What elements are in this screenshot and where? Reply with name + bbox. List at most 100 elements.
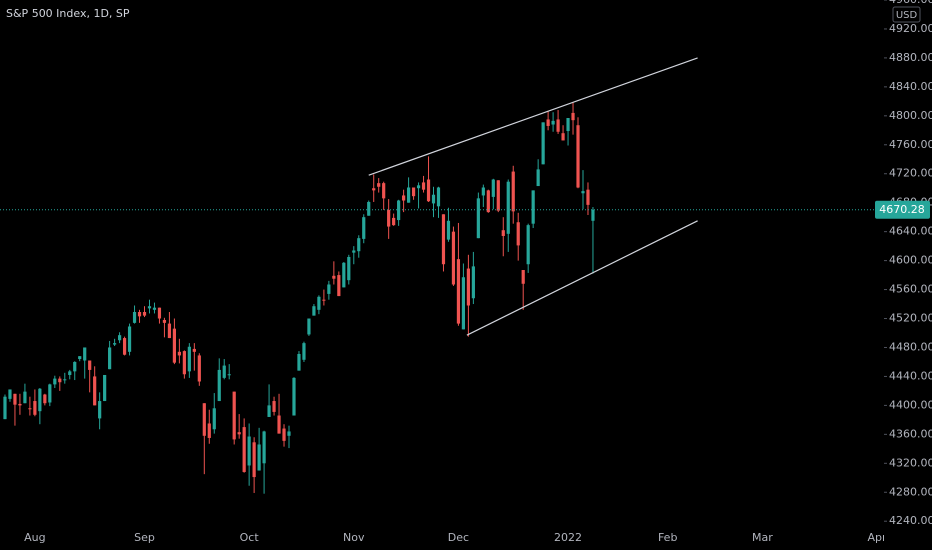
x-tick-label: Mar [752,531,773,544]
x-tick-label: Apr [867,531,887,544]
candle-body [8,389,12,399]
candle-body [292,377,296,416]
candle-body [262,431,266,464]
candle-body [93,376,97,406]
candle-body [556,119,560,132]
candle-body [272,401,276,412]
y-tick-label: 4600.00 [889,254,932,267]
candle-body [566,117,570,132]
y-tick-label: 4640.00 [889,225,932,238]
price-axis: 4240.00 4280.00 4320.00 4360.00 4400.00 4440.… [875,0,932,527]
y-tick-label: 4320.00 [889,456,932,469]
candle-body [332,275,336,279]
candle-body [506,181,510,234]
candle-body [3,396,7,420]
candle-body [277,415,281,434]
candle-body [372,188,376,191]
candle-body [137,312,142,317]
trend-line [466,220,698,336]
candle-body [591,209,595,221]
candle-body [501,230,505,236]
candle-body [127,326,132,352]
candle-body [152,307,157,310]
plot-area: Aug Sep Oct Nov Dec 2022 Feb Mar Apr [0,57,887,544]
candle-body [367,201,371,216]
candle-body [352,250,356,253]
candle-body [322,299,326,301]
candle-body [98,401,102,419]
candle-body [426,179,431,202]
candle-body [546,119,550,126]
x-tick-label: Aug [24,531,45,544]
candle-body [337,275,341,297]
candle-body [402,195,406,201]
candle-body [411,187,416,197]
candle-body [122,338,127,355]
candle-body [43,394,47,404]
y-tick-label: 4240.00 [889,514,932,527]
candle-body [63,379,67,381]
candle-body [147,306,152,309]
y-tick-label: 4960.00 [889,0,932,6]
candle-body [541,122,545,165]
candle-body [202,403,206,436]
candle-body [58,378,62,383]
candle-body [406,187,411,203]
y-tick-label: 4360.00 [889,427,932,440]
candle-body [187,346,191,372]
candle-body [531,190,535,224]
candle-body [347,256,351,281]
x-tick-label: Dec [448,531,469,544]
candle-body [28,408,32,410]
candle-body [227,374,231,376]
candle-body [108,347,112,370]
y-tick-label: 4720.00 [889,167,932,180]
candle-body [257,444,261,471]
candle-body [377,183,381,187]
candle-body [521,270,525,284]
candle-body [526,225,530,265]
candle-body [78,356,82,360]
candle-body [382,183,386,199]
candle-body [217,369,221,402]
candle-body [23,391,27,404]
candle-body [197,355,201,382]
candle-body [68,371,72,375]
candle-body [252,442,256,478]
candle-body [476,198,480,239]
candle-body [466,268,470,306]
candle-body [13,393,17,405]
candle-body [451,231,456,285]
candle-body [117,335,122,341]
candle-body [317,296,321,310]
candle-body [312,306,316,316]
x-tick-label: Sep [134,531,155,544]
x-tick-label: Nov [343,531,365,544]
last-price-tag [875,200,930,219]
candle-body [491,179,495,197]
candle-body [561,133,565,141]
x-tick-label: Feb [658,531,677,544]
candle-body [586,189,590,205]
candle-body [157,307,162,319]
candle-body [142,312,147,316]
y-tick-label: 4840.00 [889,80,932,93]
candle-body [177,351,181,356]
candle-body [113,343,117,345]
candle-body [207,423,211,438]
candle-body [38,388,42,412]
candle-body [446,220,451,240]
candle-body [282,428,286,441]
candle-body [247,436,251,466]
candle-body [192,348,196,352]
candle-body [222,365,226,378]
candle-body [103,374,107,402]
price-axis-panel [884,0,932,550]
candle-body [297,353,301,371]
candle-body [416,185,421,189]
y-tick-label: 4280.00 [889,485,932,498]
candle-body [48,384,52,403]
candle-body [511,171,515,212]
